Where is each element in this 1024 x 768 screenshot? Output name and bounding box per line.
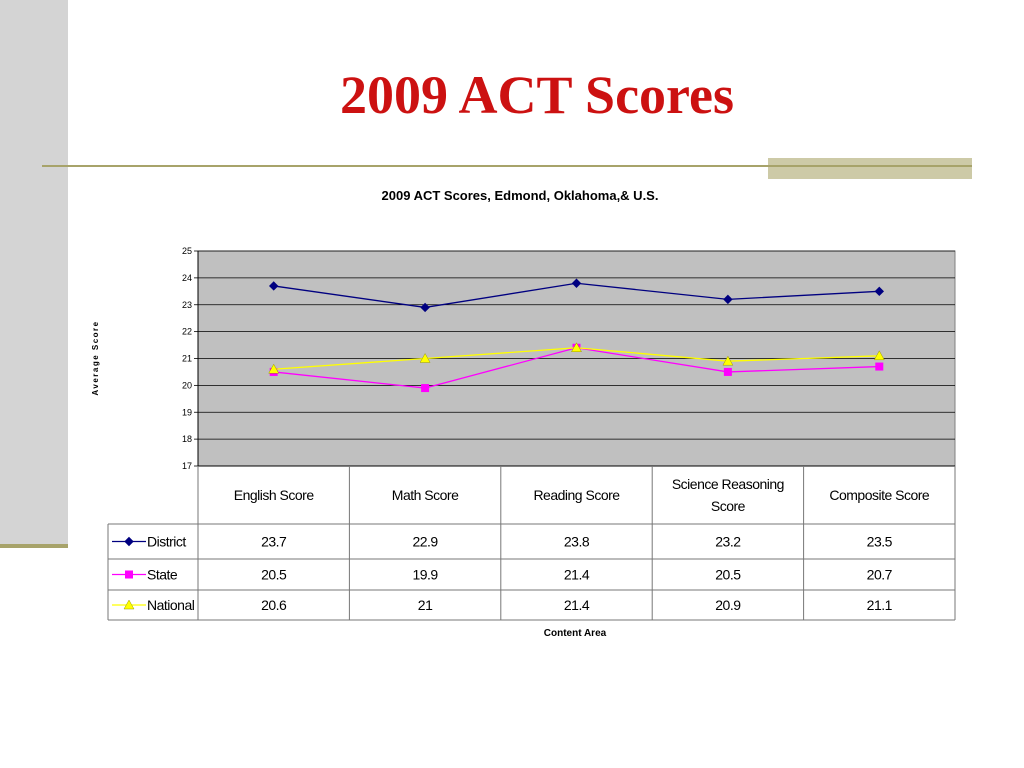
y-tick-label: 23 (182, 300, 192, 310)
national-point (873, 350, 885, 361)
district-value-label: 22.9 (412, 534, 438, 550)
state-value-label: 20.7 (867, 567, 893, 583)
national-value-label: 20.6 (261, 597, 287, 613)
y-tick-label: 25 (182, 246, 192, 256)
y-tick-label: 20 (182, 380, 192, 390)
category-header: Math Score (392, 487, 459, 503)
y-axis-label: Average Score (91, 320, 100, 395)
national-point (571, 342, 582, 352)
left-bar-accent (0, 544, 68, 548)
state-legend-marker (125, 570, 133, 579)
district-legend-marker (124, 536, 134, 547)
y-tick-label: 19 (182, 407, 192, 417)
state-value-label: 20.5 (261, 567, 287, 583)
category-header: Composite Score (829, 487, 930, 503)
category-header: English Score (234, 487, 315, 503)
district-value-label: 23.7 (261, 534, 287, 550)
national-point (419, 352, 431, 363)
y-tick-label: 18 (182, 434, 192, 444)
national-value-label: 21 (418, 597, 433, 613)
state-value-label: 21.4 (564, 567, 590, 583)
district-point (723, 294, 733, 305)
district-legend-label: District (147, 534, 186, 550)
chart-title: 2009 ACT Scores, Edmond, Oklahoma,& U.S. (382, 188, 659, 203)
national-point (722, 355, 734, 366)
title-divider-accent (768, 158, 972, 179)
y-tick-label: 22 (182, 327, 192, 337)
district-point (571, 278, 582, 288)
state-point (875, 362, 884, 371)
y-tick-label: 21 (182, 354, 192, 364)
district-value-label: 23.2 (715, 534, 741, 550)
state-legend-label: State (147, 567, 178, 583)
district-point (420, 302, 430, 313)
national-point (268, 363, 280, 374)
left-decorative-bar (0, 0, 68, 548)
national-legend-marker (123, 599, 135, 610)
district-value-label: 23.8 (564, 534, 590, 550)
category-header: Reading Score (533, 487, 620, 503)
y-tick-label: 17 (182, 461, 192, 471)
national-value-label: 20.9 (715, 597, 741, 613)
state-point (421, 384, 430, 393)
y-tick-label: 24 (182, 273, 192, 283)
title-divider (42, 165, 972, 167)
state-point (723, 367, 732, 376)
state-value-label: 20.5 (715, 567, 741, 583)
national-value-label: 21.1 (867, 597, 893, 613)
national-value-label: 21.4 (564, 597, 590, 613)
category-header: Science Reasoning Score (672, 476, 784, 514)
x-axis-label: Content Area (544, 628, 607, 639)
slide-title: 2009 ACT Scores (339, 65, 735, 125)
national-legend-label: National (147, 597, 195, 613)
district-point (874, 286, 885, 297)
state-value-label: 19.9 (412, 567, 438, 583)
district-point (268, 281, 279, 291)
district-value-label: 23.5 (867, 534, 893, 550)
